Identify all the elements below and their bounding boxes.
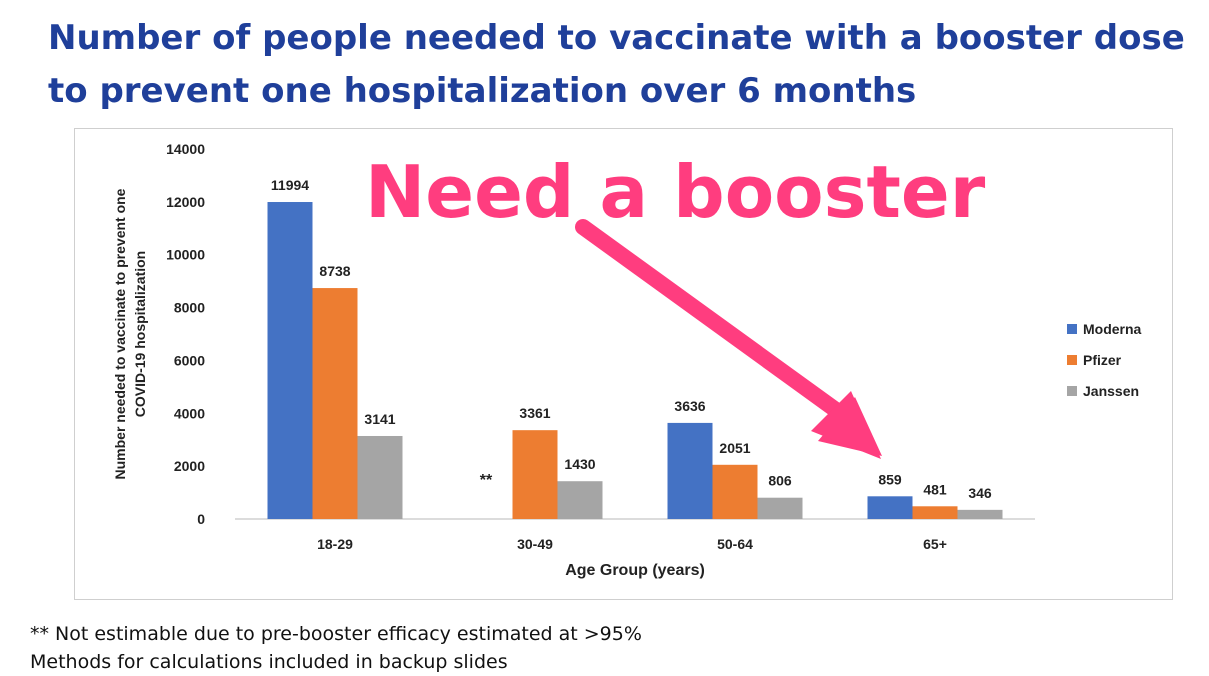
x-tick-label: 18-29 <box>317 536 353 552</box>
y-tick-label: 14000 <box>166 141 205 157</box>
slide-title: Number of people needed to vaccinate wit… <box>48 12 1198 118</box>
bar-janssen <box>757 497 803 519</box>
legend-label-moderna: Moderna <box>1083 321 1142 337</box>
data-label: 3361 <box>519 405 550 421</box>
legend-swatch-janssen <box>1067 386 1077 396</box>
y-tick-label: 8000 <box>174 300 205 316</box>
y-axis-label-line: COVID-19 hospitalization <box>132 251 148 417</box>
data-label: 11994 <box>271 177 309 193</box>
legend-label-janssen: Janssen <box>1083 383 1139 399</box>
title-line-1: Number of people needed to vaccinate wit… <box>48 18 1185 58</box>
chart-frame: 0 2000 4000 6000 8000 10000 12000 14000 11994 873… <box>74 128 1173 600</box>
x-axis-label: Age Group (years) <box>565 562 705 579</box>
data-label: 806 <box>768 473 792 489</box>
data-label: 8738 <box>319 263 350 279</box>
x-tick-label: 30-49 <box>517 536 553 552</box>
bar-pfizer <box>512 430 558 519</box>
bar-moderna <box>267 202 313 519</box>
bar-chart: 0 2000 4000 6000 8000 10000 12000 14000 11994 873… <box>112 141 1142 579</box>
y-tick-label: 12000 <box>166 194 205 210</box>
data-label: 3141 <box>364 411 395 427</box>
bar-janssen <box>957 509 1003 519</box>
bar-moderna <box>867 496 913 519</box>
y-tick-label: 2000 <box>174 458 205 474</box>
data-label: 2051 <box>719 440 750 456</box>
y-tick-label: 0 <box>197 511 205 527</box>
bar-janssen <box>357 435 403 519</box>
footnote-missing-estimate: ** Not estimable due to pre-booster effi… <box>30 623 642 645</box>
title-line-2: to prevent one hospitalization over 6 mo… <box>48 71 917 111</box>
bar-pfizer <box>712 464 758 519</box>
bar-janssen <box>557 481 603 519</box>
legend-swatch-moderna <box>1067 324 1077 334</box>
x-tick-label: 65+ <box>923 536 947 552</box>
callout-arrow-shaft <box>575 219 859 429</box>
data-label: 859 <box>878 471 902 487</box>
x-tick-label: 50-64 <box>717 536 753 552</box>
legend-swatch-pfizer <box>1067 355 1077 365</box>
y-axis-label-line: Number needed to vaccinate to prevent on… <box>112 188 128 479</box>
footnote-methods: Methods for calculations included in bac… <box>30 651 508 673</box>
callout-text: Need a booster <box>365 150 986 234</box>
y-tick-label: 10000 <box>166 247 205 263</box>
data-label: 3636 <box>674 398 705 414</box>
bar-pfizer <box>312 288 358 519</box>
data-label: 346 <box>968 485 992 501</box>
data-label: 1430 <box>564 456 595 472</box>
callout-arrow-head-outline <box>811 391 881 459</box>
data-label: 481 <box>923 481 947 497</box>
footnotes: ** Not estimable due to pre-booster effi… <box>30 620 642 676</box>
bar-pfizer <box>912 506 958 519</box>
legend-label-pfizer: Pfizer <box>1083 352 1122 368</box>
y-tick-label: 4000 <box>174 405 205 421</box>
bar-moderna <box>667 422 713 519</box>
missing-value-marker: ** <box>480 472 493 489</box>
y-tick-label: 6000 <box>174 352 205 368</box>
